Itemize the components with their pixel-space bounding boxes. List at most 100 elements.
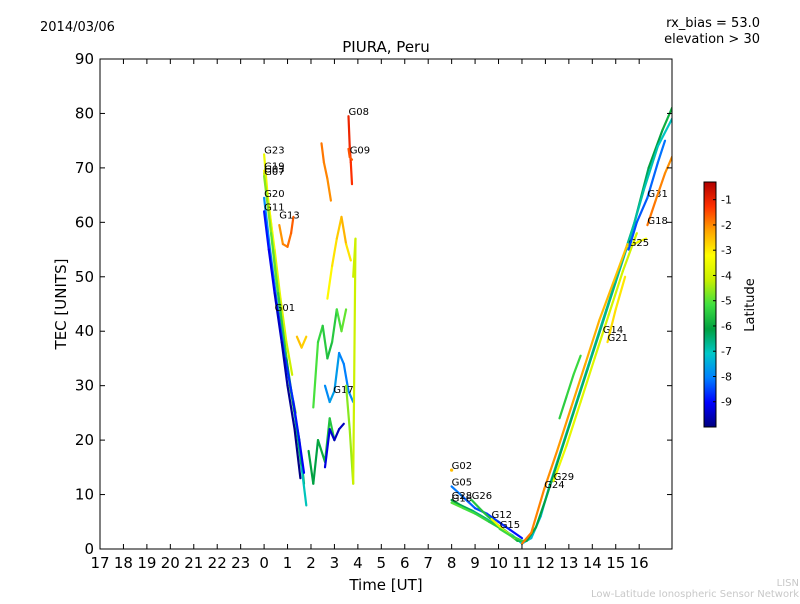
y-tick-label: 20 (75, 431, 94, 449)
series-label: G23 (264, 145, 284, 156)
x-tick-label: 15 (606, 554, 625, 572)
series-segment (326, 341, 334, 360)
series-segment (520, 531, 533, 545)
series-segment (340, 215, 348, 246)
series-segment (628, 188, 646, 240)
footer-org: LISN (777, 578, 799, 589)
series-segment (300, 466, 308, 507)
series-segment (285, 341, 294, 376)
series-label: G26 (472, 491, 492, 502)
series-segment (322, 161, 329, 180)
series-segment (278, 224, 284, 246)
series-segment (323, 428, 331, 469)
series-segment (316, 324, 324, 344)
plot-frame (99, 58, 673, 550)
series-segment (267, 248, 276, 295)
series-segment (555, 406, 573, 453)
y-tick-label: 30 (75, 377, 94, 395)
x-tick-label: 11 (512, 554, 531, 572)
series-segment (279, 297, 288, 344)
series-segment (534, 498, 547, 529)
x-tick-label: 7 (423, 554, 433, 572)
series-point (450, 468, 454, 472)
series-segment (277, 292, 288, 360)
colorbar-tick-label: -1 (721, 194, 732, 207)
plot-area: G23G19G03G07G20G11G13G08G09G01G17G02G05G… (263, 106, 672, 545)
series-label: G18 (647, 216, 667, 227)
x-tick-label: 6 (400, 554, 410, 572)
series-segment (471, 509, 488, 521)
series-segment (280, 341, 289, 387)
series-segment (543, 449, 559, 491)
series-segment (497, 520, 512, 532)
series-segment (273, 248, 282, 300)
series-label: G19 (264, 162, 284, 173)
series-segment (661, 106, 672, 131)
series-g17: G17 (323, 351, 355, 404)
series-segment (345, 243, 352, 262)
series-segment (509, 534, 524, 542)
series-segment (312, 439, 320, 485)
chart-title: PIURA, Peru (342, 38, 429, 56)
series-segment (614, 275, 627, 311)
series-label: G01 (275, 303, 295, 314)
series-g_mid5 (345, 237, 357, 485)
series-segment (348, 155, 354, 161)
colorbar-label: Latitude (743, 278, 758, 332)
series-segment (352, 237, 357, 485)
series-segment (321, 324, 329, 360)
x-tick-label: 14 (583, 554, 602, 572)
y-tick-label: 40 (75, 322, 94, 340)
y-tick-label: 50 (75, 268, 94, 286)
y-tick-label: 90 (75, 50, 94, 68)
series-label: G28 (452, 491, 472, 502)
series-segment (293, 428, 302, 480)
series-segment (474, 512, 491, 523)
series-segment (347, 147, 351, 159)
series-segment (338, 351, 345, 365)
series-label: G15 (500, 520, 520, 531)
series-segment (345, 384, 351, 431)
x-tick-label: 3 (330, 554, 340, 572)
series-segment (340, 308, 348, 333)
series-segment (263, 196, 272, 251)
y-tick-label: 60 (75, 213, 94, 231)
x-tick-label: 5 (377, 554, 387, 572)
colorbar-tick-label: -5 (721, 295, 732, 308)
colorbar-tick-label: -4 (721, 269, 732, 282)
series-segment (552, 444, 568, 482)
series-segment (584, 319, 601, 365)
series-segment (607, 270, 624, 316)
series-label: G03 (264, 164, 284, 175)
series-segment (326, 264, 334, 300)
series-segment (335, 308, 343, 333)
series-segment (333, 351, 341, 393)
series-segment (347, 115, 351, 148)
series-segment (328, 390, 336, 404)
series-segment (292, 400, 301, 442)
series-segment (333, 428, 341, 442)
series-segment (638, 237, 648, 243)
colorbar-tick-label: -3 (721, 244, 732, 257)
series-label: G09 (350, 145, 370, 156)
series-label: G17 (333, 385, 353, 396)
series-label: G24 (544, 480, 564, 491)
series-g29: G29 (552, 232, 638, 483)
series-segment (273, 292, 283, 344)
x-tick-label: 21 (184, 554, 203, 572)
series-g02: G02 (450, 461, 472, 472)
series-label: G07 (264, 167, 284, 178)
series-segment (544, 455, 561, 502)
series-segment (263, 210, 270, 251)
series-segment (331, 308, 338, 344)
series-label: G29 (554, 472, 574, 483)
series-segment (349, 161, 354, 186)
series-segment (656, 139, 667, 164)
x-tick-label: 12 (536, 554, 555, 572)
series-segment (612, 243, 629, 284)
series-segment (586, 324, 603, 371)
series-segment (462, 507, 477, 515)
series-segment (565, 400, 582, 447)
series-segment (295, 335, 303, 349)
footer-network: Low-Latitude Ionospheric Sensor Network (591, 589, 799, 600)
